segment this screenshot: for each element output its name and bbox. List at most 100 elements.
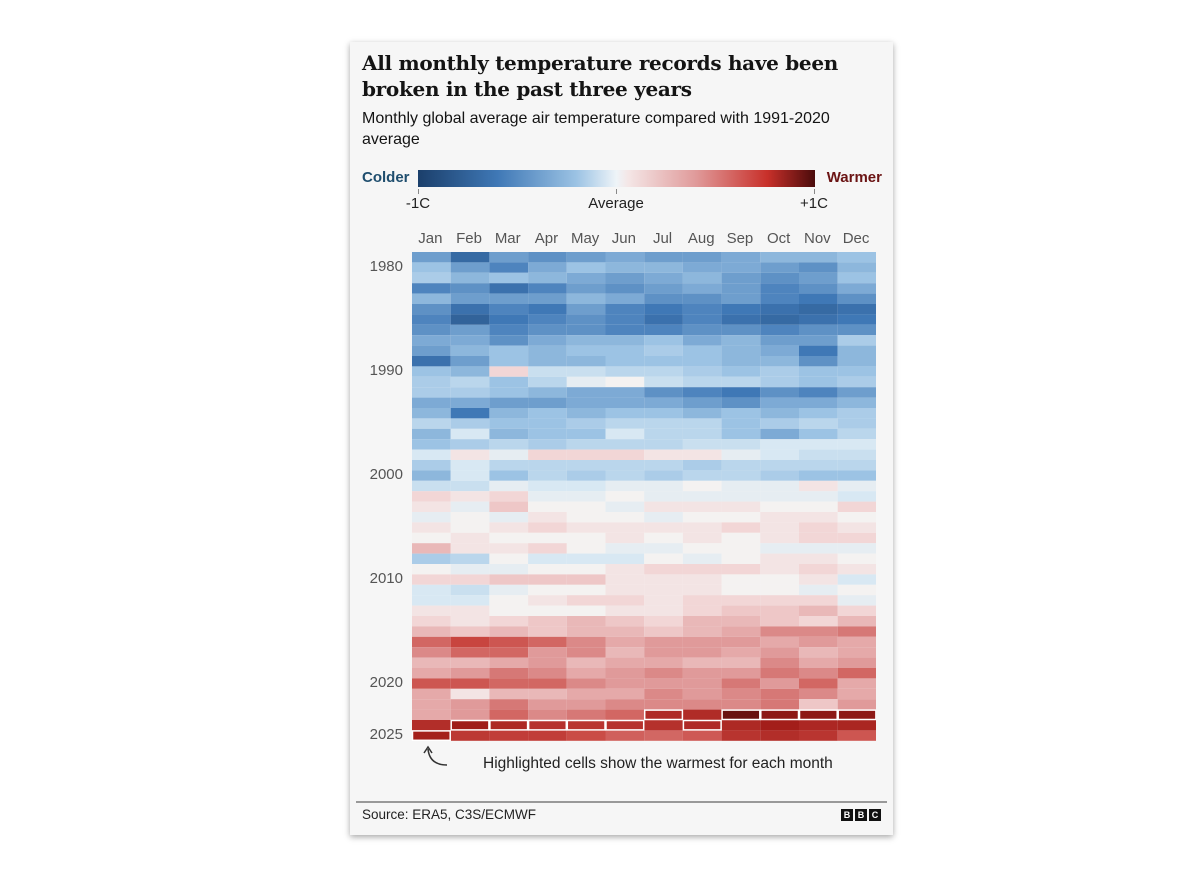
heatmap-cell: [644, 449, 683, 460]
heatmap-cell: [450, 564, 490, 575]
heatmap-cell: [566, 709, 606, 720]
heatmap-cell: [799, 626, 838, 637]
heatmap-cell: [721, 574, 761, 585]
legend-warmer-label: Warmer: [826, 169, 882, 186]
heatmap-cell: [721, 730, 761, 741]
heatmap-cell: [605, 636, 645, 648]
heatmap-cell: [566, 470, 606, 481]
heatmap-cell: [605, 397, 645, 408]
heatmap-cell: [721, 564, 761, 575]
heatmap-cell: [644, 324, 683, 336]
heatmap-cell: [644, 418, 683, 429]
heatmap-cell: [721, 501, 761, 512]
heatmap-cell: [644, 470, 683, 481]
heatmap-cell: [566, 491, 606, 502]
heatmap-cell: [450, 408, 490, 419]
heatmap-cell: [799, 324, 838, 336]
heatmap-cell: [450, 636, 490, 648]
heatmap-cell: [605, 314, 645, 325]
heatmap-cell: [760, 304, 799, 315]
heatmap-cell: [412, 720, 451, 731]
heatmap-cell: [721, 605, 761, 616]
heatmap-cell: [721, 345, 761, 356]
heatmap-cell: [489, 720, 529, 731]
heatmap-cell: [412, 408, 451, 419]
heatmap-cell: [837, 564, 876, 575]
record-highlight: [411, 730, 451, 742]
heatmap-cell: [566, 720, 606, 731]
heatmap-cell: [605, 532, 645, 544]
heatmap-cell: [489, 699, 529, 710]
heatmap-cell: [450, 501, 490, 512]
heatmap-cell: [605, 595, 645, 606]
heatmap-cell: [682, 345, 722, 356]
record-highlight: [605, 719, 645, 731]
heatmap-cell: [605, 491, 645, 502]
heatmap-cell: [412, 553, 451, 564]
heatmap-cell: [721, 512, 761, 523]
heatmap-cell: [760, 553, 799, 564]
month-label: Sep: [726, 230, 754, 247]
heatmap-cell: [566, 428, 606, 440]
heatmap-cell: [799, 709, 838, 720]
heatmap-cell: [489, 626, 529, 637]
month-label: May: [570, 230, 600, 247]
heatmap-cell: [682, 678, 722, 689]
heatmap-cell: [644, 626, 683, 637]
heatmap-cell: [721, 470, 761, 481]
heatmap-cell: [566, 304, 606, 315]
heatmap-cell: [528, 397, 567, 408]
heatmap-cell: [644, 397, 683, 408]
chart-title: All monthly temperature records have bee…: [362, 51, 839, 101]
heatmap-cell: [489, 668, 529, 679]
heatmap-cell: [412, 460, 451, 471]
heatmap-cell: [528, 678, 567, 689]
heatmap-cell: [837, 574, 876, 585]
heatmap-cell: [837, 678, 876, 689]
heatmap-cell: [528, 564, 567, 575]
heatmap-cell: [682, 616, 722, 627]
heatmap-cell: [644, 595, 683, 606]
heatmap-cell: [721, 595, 761, 606]
heatmap-cell: [489, 553, 529, 564]
heatmap-cell: [528, 574, 567, 585]
month-label: Mar: [494, 230, 521, 247]
heatmap-cell: [566, 636, 606, 648]
heatmap-cell: [682, 532, 722, 544]
heatmap-cell: [450, 324, 490, 336]
heatmap-cell: [837, 626, 876, 637]
heatmap-cell: [605, 678, 645, 689]
heatmap-cell: [528, 470, 567, 481]
heatmap-cell: [760, 564, 799, 575]
heatmap-cell: [489, 657, 529, 668]
heatmap-cell: [489, 491, 529, 502]
heatmap-cell: [566, 252, 606, 263]
heatmap-cell: [605, 543, 645, 554]
heatmap-cell: [682, 605, 722, 616]
heatmap-cell: [450, 293, 490, 304]
heatmap-cell: [412, 574, 451, 585]
heatmap-cell: [605, 501, 645, 512]
heatmap-cell: [682, 272, 722, 284]
heatmap-cell: [682, 376, 722, 388]
heatmap-cell: [566, 376, 606, 388]
month-label: Feb: [456, 230, 482, 247]
heatmap-cell: [837, 543, 876, 554]
heatmap-cell: [837, 335, 876, 346]
heatmap-cell: [837, 324, 876, 336]
heatmap-cell: [682, 564, 722, 575]
heatmap-cell: [528, 553, 567, 564]
heatmap-cell: [566, 574, 606, 585]
heatmap-cell: [489, 647, 529, 658]
heatmap-cell: [644, 657, 683, 668]
heatmap-cell: [489, 252, 529, 263]
heatmap-cell: [799, 387, 838, 398]
heatmap-cell: [760, 647, 799, 658]
heatmap-cell: [528, 668, 567, 679]
heatmap-cell: [799, 366, 838, 377]
heatmap-cell: [412, 730, 451, 741]
heatmap-cell: [605, 709, 645, 720]
heatmap-cell: [412, 324, 451, 336]
heatmap-cell: [760, 720, 799, 731]
heatmap-cell: [566, 480, 606, 492]
